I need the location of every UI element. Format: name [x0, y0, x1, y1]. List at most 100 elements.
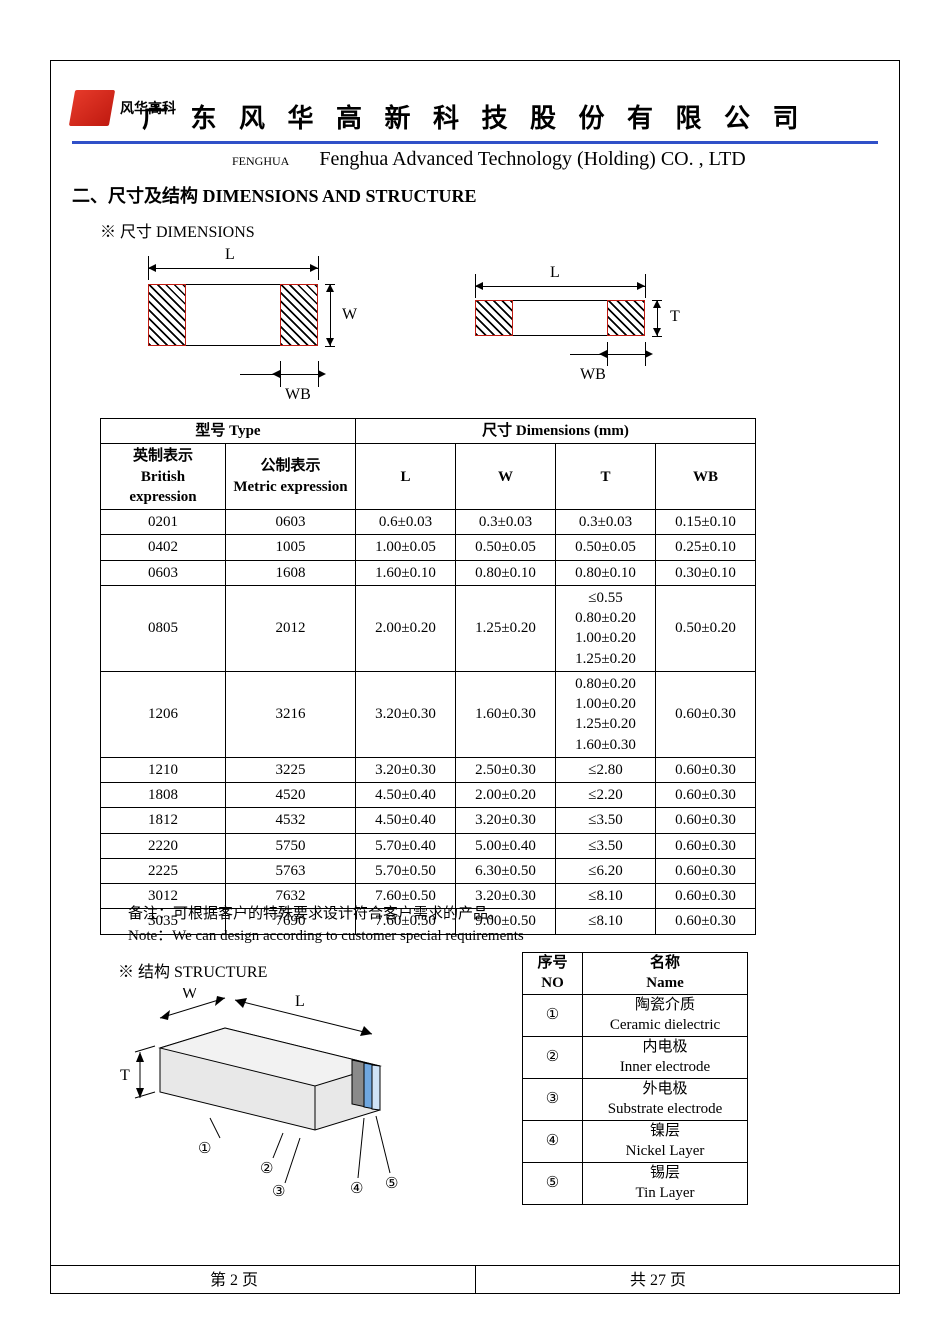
cell-W: 2.00±0.20 [456, 783, 556, 808]
th-metric: 公制表示 Metric expression [226, 444, 356, 510]
cell-WB: 0.50±0.20 [656, 585, 756, 671]
cell-WB: 0.15±0.10 [656, 510, 756, 535]
table-row: 020106030.6±0.030.3±0.030.3±0.030.15±0.1… [101, 510, 756, 535]
cell-L: 4.50±0.40 [356, 808, 456, 833]
table-row: 222057505.70±0.405.00±0.40≤3.500.60±0.30 [101, 833, 756, 858]
table-row: ④镍层Nickel Layer [523, 1121, 748, 1163]
dimensions-table: 型号 Type 尺寸 Dimensions (mm) 英制表示 British … [100, 418, 756, 935]
cell-WB: 0.60±0.30 [656, 757, 756, 782]
cell-b: 1206 [101, 671, 226, 757]
cell-m: 1608 [226, 560, 356, 585]
cell-T: ≤0.55 0.80±0.20 1.00±0.20 1.25±0.20 [556, 585, 656, 671]
terminal-hatch [607, 300, 645, 336]
cell-T: ≤2.80 [556, 757, 656, 782]
cell-L: 4.50±0.40 [356, 783, 456, 808]
cell-m: 4520 [226, 783, 356, 808]
table-row: ③外电极Substrate electrode [523, 1079, 748, 1121]
table-row: 121032253.20±0.302.50±0.30≤2.800.60±0.30 [101, 757, 756, 782]
cell-T: 0.50±0.05 [556, 535, 656, 560]
note-en: Note：We can design according to customer… [128, 926, 524, 948]
cell-WB: 0.60±0.30 [656, 671, 756, 757]
notes: 备注：可根据客户的特殊要求设计符合客户需求的产品。 Note：We can de… [128, 904, 524, 948]
cell-WB: 0.60±0.30 [656, 909, 756, 934]
cell-T: 0.3±0.03 [556, 510, 656, 535]
section-title: 二、尺寸及结构 DIMENSIONS AND STRUCTURE [72, 182, 477, 208]
cell-WB: 0.60±0.30 [656, 808, 756, 833]
cell-b: 1210 [101, 757, 226, 782]
cell-b: 1808 [101, 783, 226, 808]
structure-diagram: W L T ① ② ③ ④ ⑤ [120, 988, 450, 1208]
th-name: 名称Name [583, 953, 748, 995]
table-row: 060316081.60±0.100.80±0.100.80±0.100.30±… [101, 560, 756, 585]
svg-text:T: T [120, 1067, 130, 1084]
company-cn-title: 广 东 风 华 高 新 科 技 股 份 有 限 公 司 [142, 98, 878, 135]
company-en-title: Fenghua Advanced Technology (Holding) CO… [319, 148, 745, 171]
svg-text:④: ④ [350, 1181, 363, 1197]
svg-text:⑤: ⑤ [385, 1176, 398, 1192]
cell-WB: 0.60±0.30 [656, 833, 756, 858]
svg-text:L: L [295, 993, 305, 1010]
cell-m: 3216 [226, 671, 356, 757]
cell-m: 2012 [226, 585, 356, 671]
cell-m: 5763 [226, 858, 356, 883]
dia-label-WB2: WB [580, 366, 606, 384]
cell-m: 1005 [226, 535, 356, 560]
cell-L: 5.70±0.40 [356, 833, 456, 858]
cell-name: 陶瓷介质Ceramic dielectric [583, 995, 748, 1037]
terminal-hatch [475, 300, 513, 336]
cell-T: ≤8.10 [556, 884, 656, 909]
cell-b: 1812 [101, 808, 226, 833]
cell-WB: 0.30±0.10 [656, 560, 756, 585]
dia-label-T: T [670, 308, 680, 326]
cell-m: 5750 [226, 833, 356, 858]
th-WB: WB [656, 444, 756, 510]
cell-W: 1.25±0.20 [456, 585, 556, 671]
cell-b: 2220 [101, 833, 226, 858]
table-row: 120632163.20±0.301.60±0.300.80±0.20 1.00… [101, 671, 756, 757]
cell-T: 0.80±0.20 1.00±0.20 1.25±0.20 1.60±0.30 [556, 671, 656, 757]
th-W: W [456, 444, 556, 510]
cell-b: 0402 [101, 535, 226, 560]
footer-vertical-divider [475, 1266, 476, 1294]
th-L: L [356, 444, 456, 510]
cell-m: 0603 [226, 510, 356, 535]
dia-label-WB: WB [285, 386, 311, 404]
dia-label-L2: L [550, 264, 560, 282]
cell-name: 外电极Substrate electrode [583, 1079, 748, 1121]
th-no: 序号NO [523, 953, 583, 995]
cell-m: 4532 [226, 808, 356, 833]
structure-table: 序号NO 名称Name ①陶瓷介质Ceramic dielectric②内电极I… [522, 952, 748, 1205]
cell-W: 0.3±0.03 [456, 510, 556, 535]
table-row: 180845204.50±0.402.00±0.20≤2.200.60±0.30 [101, 783, 756, 808]
note-cn: 备注：可根据客户的特殊要求设计符合客户需求的产品。 [128, 904, 524, 926]
dia-label-L: L [225, 246, 235, 264]
table-row: ①陶瓷介质Ceramic dielectric [523, 995, 748, 1037]
cell-no: ① [523, 995, 583, 1037]
cell-WB: 0.60±0.30 [656, 783, 756, 808]
cell-T: ≤3.50 [556, 808, 656, 833]
cell-T: ≤8.10 [556, 909, 656, 934]
cell-W: 1.60±0.30 [456, 671, 556, 757]
th-type: 型号 Type [101, 419, 356, 444]
table-row: ②内电极Inner electrode [523, 1037, 748, 1079]
cell-no: ④ [523, 1121, 583, 1163]
structure-label: ※ 结构 STRUCTURE [118, 958, 267, 982]
th-T: T [556, 444, 656, 510]
dia-label-W: W [342, 306, 357, 324]
cell-name: 锡层Tin Layer [583, 1163, 748, 1205]
cell-b: 0603 [101, 560, 226, 585]
terminal-hatch [280, 284, 318, 346]
dimensions-label: ※ 尺寸 DIMENSIONS [100, 218, 255, 242]
logo-icon [69, 90, 115, 126]
table-row: 040210051.00±0.050.50±0.050.50±0.050.25±… [101, 535, 756, 560]
cell-no: ③ [523, 1079, 583, 1121]
cell-T: 0.80±0.10 [556, 560, 656, 585]
cell-b: 0805 [101, 585, 226, 671]
cell-W: 0.50±0.05 [456, 535, 556, 560]
table-row: 222557635.70±0.506.30±0.50≤6.200.60±0.30 [101, 858, 756, 883]
cell-W: 5.00±0.40 [456, 833, 556, 858]
cell-T: ≤6.20 [556, 858, 656, 883]
table-row: 080520122.00±0.201.25±0.20≤0.55 0.80±0.2… [101, 585, 756, 671]
cell-W: 2.50±0.30 [456, 757, 556, 782]
cell-L: 3.20±0.30 [356, 671, 456, 757]
